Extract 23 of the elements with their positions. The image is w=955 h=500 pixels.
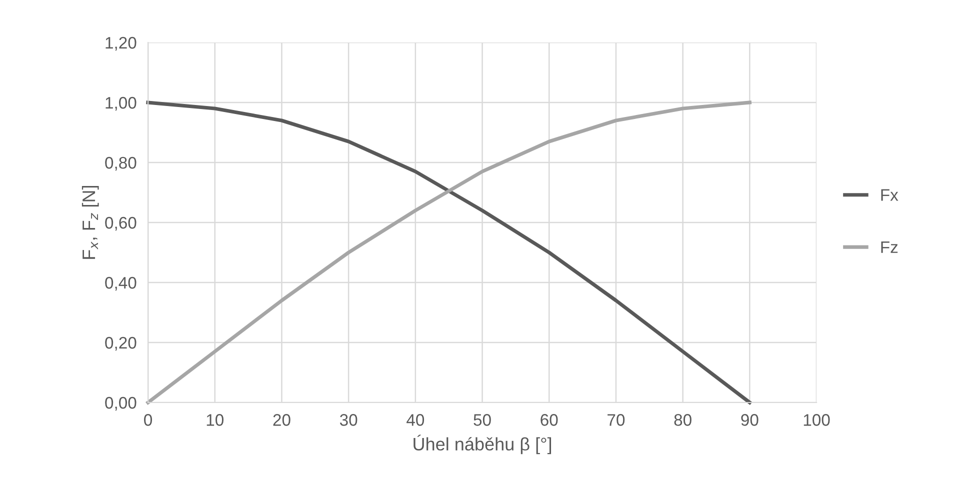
x-tick-label: 40 <box>406 414 424 426</box>
x-tick-label: 80 <box>674 414 692 426</box>
x-tick-label: 90 <box>741 414 758 426</box>
y-tick-label: 1,00 <box>106 96 136 111</box>
legend-label: Fx <box>881 189 898 201</box>
x-tick-label: 70 <box>608 414 625 426</box>
x-tick-label: 0 <box>144 414 152 426</box>
legend-label: Fz <box>881 241 898 253</box>
line-series <box>146 100 752 404</box>
y-tick-label: 0,80 <box>105 156 136 171</box>
y-tick-label: 0,60 <box>105 216 136 231</box>
y-tick-label: 0,40 <box>105 276 136 291</box>
x-tick-label: 10 <box>206 414 224 426</box>
y-tick-label: 1,20 <box>106 36 136 51</box>
x-axis-title: Úhel náběhu β [°] <box>414 434 552 454</box>
y-axis-title: F$_{x}$, F$_{z}$ [N] <box>82 186 99 259</box>
x-tick-label: 50 <box>474 414 491 426</box>
y-tick-label: 0,20 <box>105 336 136 351</box>
x-tick-label: 100 <box>804 414 830 426</box>
x-tick-label: 60 <box>540 414 558 426</box>
y-tick-label: 0,00 <box>105 396 136 411</box>
x-tick-label: 20 <box>273 414 290 426</box>
x-tick-label: 30 <box>340 414 358 426</box>
